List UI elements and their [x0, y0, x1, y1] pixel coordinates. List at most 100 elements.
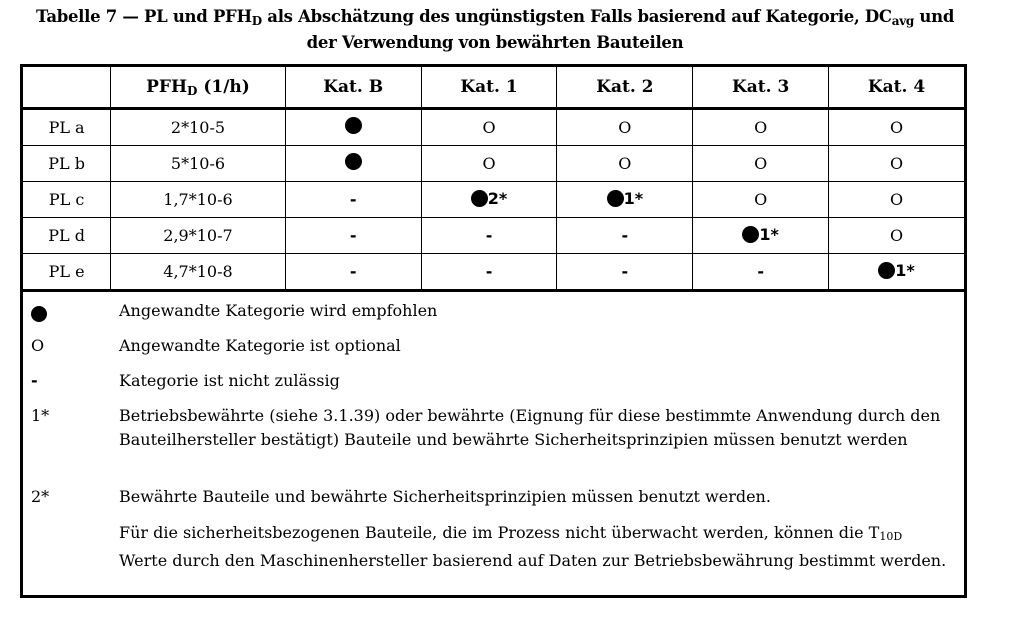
table-header-row: PFHD (1/h) Kat. B Kat. 1 Kat. 2 Kat. 3 K… — [20, 65, 966, 110]
not-allowed-marker: - — [349, 226, 357, 245]
legend-text: Betriebsbewährte (siehe 3.1.39) oder bew… — [119, 406, 941, 449]
table-title: Tabelle 7 — PL und PFHD als Abschätzung … — [0, 6, 990, 53]
category-cell: O — [420, 145, 558, 182]
category-cell — [284, 145, 422, 182]
legend-text: Angewandte Kategorie wird empfohlen — [119, 301, 438, 320]
category-cell: O — [828, 108, 966, 146]
category-cell: O — [828, 181, 966, 218]
category-cell: - — [284, 217, 422, 254]
optional-marker: O — [482, 154, 496, 173]
not-allowed-marker: - — [349, 262, 357, 281]
header-kat-2: Kat. 2 — [556, 65, 694, 110]
category-cell: - — [420, 253, 558, 291]
header-pfh: PFHD (1/h) — [110, 65, 286, 110]
optional-marker: O — [754, 154, 768, 173]
title-line-1: Tabelle 7 — PL und PFHD als Abschätzung … — [35, 7, 955, 28]
filled-circle-icon — [742, 225, 760, 243]
note-ref: 1* — [759, 224, 779, 244]
category-cell: O — [556, 145, 694, 182]
legend-symbol: 2* — [31, 487, 50, 506]
filled-circle-icon — [31, 305, 47, 322]
legend-box: Angewandte Kategorie wird empfohlen O An… — [20, 291, 967, 598]
filled-circle-icon — [878, 261, 896, 279]
legend-text: Für die sicherheitsbezogenen Bauteile, d… — [119, 523, 947, 570]
not-allowed-marker: - — [621, 262, 629, 281]
not-allowed-marker: - — [349, 190, 357, 209]
category-cell: O — [828, 145, 966, 182]
filled-circle-icon — [470, 189, 488, 207]
pfh-cell: 1,7*10-6 — [110, 181, 286, 218]
recommended-marker — [344, 117, 362, 134]
recommended-marker — [344, 153, 362, 170]
not-allowed-marker: - — [485, 262, 493, 281]
legend-symbol-dot — [31, 303, 47, 322]
pfh-cell: 4,7*10-8 — [110, 253, 286, 291]
category-cell: - — [420, 217, 558, 254]
note-ref: 1* — [895, 260, 915, 280]
category-cell: 2* — [420, 181, 558, 218]
category-cell: O — [692, 108, 830, 146]
table-row: PL b 5*10-6 O O O O — [20, 145, 966, 182]
pl-category-table: PFHD (1/h) Kat. B Kat. 1 Kat. 2 Kat. 3 K… — [20, 64, 967, 292]
category-cell: - — [284, 181, 422, 218]
legend-text: Bewährte Bauteile und bewährte Sicherhei… — [119, 487, 771, 506]
category-cell: O — [692, 145, 830, 182]
category-cell: 1* — [692, 217, 830, 254]
optional-marker: O — [754, 118, 768, 137]
recommended-marker: 1* — [742, 225, 779, 244]
not-allowed-marker: - — [485, 226, 493, 245]
category-cell: O — [420, 108, 558, 146]
category-cell: - — [692, 253, 830, 291]
legend-text: Angewandte Kategorie ist optional — [119, 336, 401, 355]
header-kat-1: Kat. 1 — [420, 65, 558, 110]
filled-circle-icon — [606, 189, 624, 207]
pl-cell: PL c — [20, 181, 112, 218]
header-kat-b: Kat. B — [284, 65, 422, 110]
category-cell — [284, 108, 422, 146]
pfh-cell: 2,9*10-7 — [110, 217, 286, 254]
category-cell: - — [556, 253, 694, 291]
optional-marker: O — [618, 154, 632, 173]
legend-symbol: O — [31, 336, 45, 355]
note-ref: 2* — [487, 188, 508, 208]
not-allowed-marker: - — [621, 226, 629, 245]
pl-cell: PL e — [20, 253, 112, 291]
legend-symbol: 1* — [31, 406, 50, 425]
category-cell: - — [556, 217, 694, 254]
pl-cell: PL d — [20, 217, 112, 254]
category-cell: O — [556, 108, 694, 146]
optional-marker: O — [754, 190, 768, 209]
pfh-cell: 2*10-5 — [110, 108, 286, 146]
optional-marker: O — [482, 118, 496, 137]
header-kat-3: Kat. 3 — [692, 65, 830, 110]
pfh-cell: 5*10-6 — [110, 145, 286, 182]
optional-marker: O — [889, 154, 904, 173]
category-cell: - — [284, 253, 422, 291]
not-allowed-marker: - — [757, 262, 764, 281]
legend-text: Kategorie ist nicht zulässig — [119, 371, 340, 390]
title-line-2: der Verwendung von bewährten Bauteilen — [306, 33, 684, 52]
recommended-marker: 1* — [606, 188, 644, 208]
optional-marker: O — [889, 118, 904, 137]
pl-cell: PL b — [20, 145, 112, 182]
table-row: PL d 2,9*10-7 - - - 1* O — [20, 217, 966, 254]
category-cell: 1* — [556, 181, 694, 218]
legend-symbol: - — [31, 371, 38, 390]
recommended-marker: 1* — [878, 261, 915, 280]
header-kat-4: Kat. 4 — [828, 65, 966, 110]
filled-circle-icon — [344, 153, 362, 170]
category-cell: O — [692, 181, 830, 218]
category-cell: 1* — [828, 253, 966, 291]
optional-marker: O — [889, 190, 904, 209]
table-row: PL c 1,7*10-6 - 2* 1* O O — [20, 181, 966, 218]
recommended-marker: 2* — [470, 188, 508, 208]
table-row: PL a 2*10-5 O O O O — [20, 108, 966, 146]
pl-cell: PL a — [20, 108, 112, 146]
note-ref: 1* — [623, 188, 644, 208]
table-row: PL e 4,7*10-8 - - - - 1* — [20, 253, 966, 291]
filled-circle-icon — [344, 117, 362, 134]
category-cell: O — [828, 217, 966, 254]
optional-marker: O — [618, 118, 632, 137]
optional-marker: O — [889, 226, 904, 245]
header-empty-cell — [20, 65, 112, 110]
